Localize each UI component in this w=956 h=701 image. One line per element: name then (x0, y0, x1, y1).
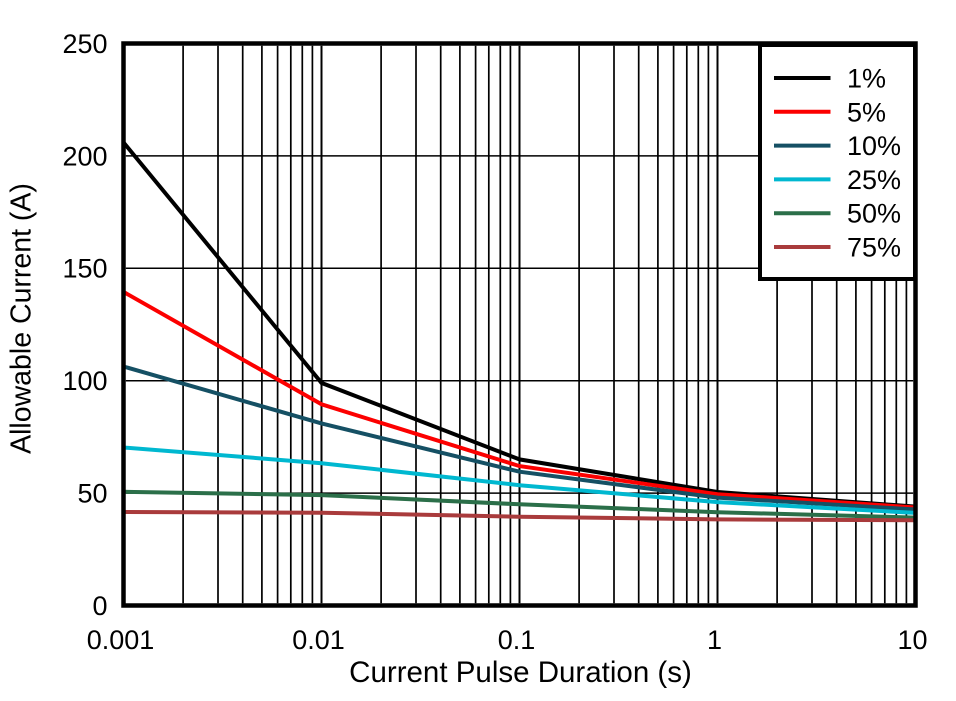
svg-text:5%: 5% (847, 97, 886, 127)
svg-text:1%: 1% (847, 64, 886, 94)
svg-text:50: 50 (77, 479, 107, 509)
svg-text:0.01: 0.01 (292, 625, 345, 655)
svg-text:0: 0 (92, 591, 107, 621)
svg-text:25%: 25% (847, 165, 901, 195)
svg-text:Current Pulse Duration (s): Current Pulse Duration (s) (349, 656, 692, 689)
svg-text:250: 250 (62, 29, 107, 59)
svg-text:200: 200 (62, 141, 107, 171)
svg-text:10%: 10% (847, 131, 901, 161)
svg-text:150: 150 (62, 254, 107, 284)
svg-text:0.001: 0.001 (87, 625, 155, 655)
svg-text:Allowable Current (A): Allowable Current (A) (6, 183, 38, 454)
svg-text:100: 100 (62, 366, 107, 396)
svg-text:1: 1 (707, 625, 722, 655)
svg-text:50%: 50% (847, 199, 901, 229)
svg-text:75%: 75% (847, 233, 901, 263)
svg-text:0.1: 0.1 (498, 625, 536, 655)
svg-text:10: 10 (897, 625, 927, 655)
